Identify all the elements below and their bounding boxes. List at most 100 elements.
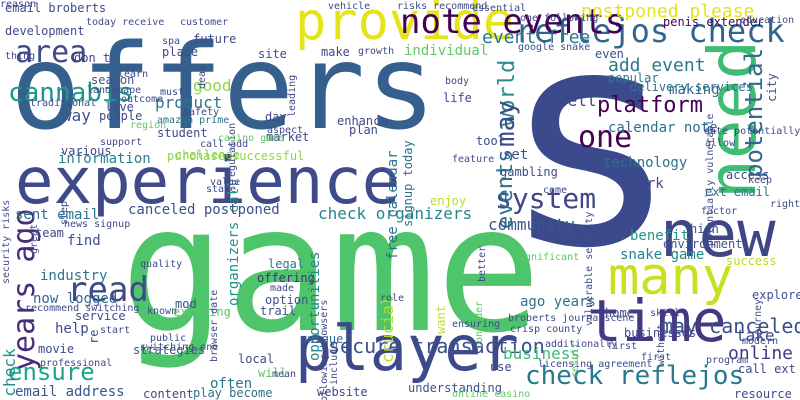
- word-season: season: [91, 73, 135, 87]
- word-note-events: note events: [400, 2, 626, 42]
- word-potential: potential: [740, 47, 768, 178]
- word-purchase-successful: purchase successful: [167, 149, 305, 163]
- word-signup-today: signup today: [401, 140, 415, 227]
- word-additionally: additionally: [545, 339, 618, 350]
- word-vehicle: vehicle: [328, 1, 371, 12]
- word-known: known: [147, 306, 178, 317]
- word-website: website: [317, 385, 368, 399]
- word-include: include: [329, 342, 340, 385]
- word-aspect: aspect: [267, 125, 304, 136]
- word-ago-years: ago years: [520, 294, 596, 310]
- word-body: body: [445, 76, 470, 87]
- word-movie: movie: [38, 342, 75, 356]
- word-great: great: [29, 223, 40, 254]
- word-event-free: event free: [482, 27, 591, 48]
- word-individual: individual: [404, 43, 489, 59]
- word-way: way: [62, 106, 91, 125]
- word-better: better: [477, 245, 488, 282]
- word-ensuring: ensuring: [452, 319, 501, 330]
- word-email-broberts: email broberts: [5, 1, 107, 15]
- word-help: help: [55, 321, 89, 337]
- word-start: start: [100, 325, 131, 336]
- word-deal: deal: [197, 64, 208, 89]
- word-home: home: [605, 306, 634, 320]
- word-development: development: [5, 24, 85, 38]
- word-keep: keep: [748, 175, 773, 186]
- word-s: s: [500, 0, 681, 314]
- word-understanding: understanding: [408, 381, 502, 395]
- word-strategies: strategies: [133, 343, 206, 357]
- word-offers: offers: [10, 18, 437, 156]
- word-success: success: [726, 254, 777, 268]
- word-online-casino: online casino: [452, 389, 531, 400]
- word-team: team: [35, 226, 64, 240]
- word-mod: mod: [175, 297, 197, 311]
- word-broberts-journalscene: broberts journalscene: [508, 313, 635, 324]
- word-value: value: [210, 177, 241, 188]
- word-live: live: [105, 100, 134, 114]
- word-use: use: [490, 360, 512, 374]
- word-cannabis: cannabis: [8, 78, 134, 108]
- word-role: role: [380, 293, 405, 304]
- word-industry: industry: [40, 268, 108, 284]
- word-information: information: [58, 151, 151, 167]
- word-often: often: [210, 376, 253, 392]
- word-professional: professional: [40, 358, 113, 369]
- word-snake-game: snake game: [620, 247, 705, 263]
- word-safety: safety: [183, 107, 220, 118]
- word-right: right: [770, 199, 800, 210]
- word-come: come: [543, 185, 568, 196]
- word-set: set: [503, 147, 529, 163]
- word-traditional: traditional: [30, 98, 97, 109]
- word-crucial: crucial: [378, 295, 397, 363]
- word-amazon-prime: amazon prime: [157, 115, 230, 126]
- word-challenge: challenge: [175, 148, 241, 162]
- word-environment: environment: [663, 237, 743, 251]
- word-time: time: [587, 287, 727, 355]
- word-will: will: [258, 366, 287, 380]
- word-delivery-services: delivery services: [630, 80, 753, 94]
- word-popular: popular: [608, 71, 659, 85]
- word-want: want: [434, 305, 448, 334]
- word-call-ext: call ext: [738, 362, 796, 376]
- word-good: good: [193, 76, 232, 95]
- word-enhance: enhance: [337, 114, 388, 128]
- word-experience: experience: [15, 145, 401, 219]
- word-re: re: [87, 329, 101, 344]
- word-program: program: [706, 355, 749, 366]
- word-news-signup: news signup: [64, 219, 131, 230]
- word-browser-date: browser date: [209, 289, 220, 362]
- word-potentially-vulnerable: potentially vulnerable: [705, 113, 716, 246]
- word-day: day: [265, 110, 287, 124]
- word-regulation: regulation: [227, 122, 238, 183]
- word-one: one: [578, 120, 633, 155]
- word-without: without: [656, 323, 667, 366]
- word-many: many: [608, 247, 734, 307]
- word-resource: resource: [734, 387, 792, 400]
- word-email-address: email address: [15, 384, 125, 400]
- word-player: player: [295, 312, 519, 385]
- word-system: system: [495, 182, 597, 215]
- word-region: region: [130, 120, 167, 131]
- word-secure-transaction: secure transaction: [328, 334, 545, 358]
- word-free-calendar: free calendar: [385, 150, 401, 260]
- word-may-canceled: may canceled: [661, 314, 800, 338]
- word-support: support: [100, 137, 143, 148]
- word-platform: platform: [597, 93, 703, 118]
- word-google-snake: google snake: [518, 42, 591, 53]
- word-technology: technology: [603, 155, 688, 171]
- word-exciting: exciting: [173, 305, 231, 319]
- word-feature: feature: [452, 154, 495, 165]
- word-business: business: [503, 344, 581, 363]
- word-customer: customer: [180, 17, 229, 28]
- word-essential: essential: [472, 3, 527, 14]
- word-legal: legal: [268, 257, 305, 271]
- word-place: place: [162, 45, 199, 59]
- word-various: various: [61, 144, 112, 158]
- word-quality: quality: [140, 259, 183, 270]
- word-public: public: [150, 333, 187, 344]
- word-provide: provide: [295, 0, 515, 52]
- word-businesses: businesses: [624, 326, 697, 340]
- word-landscape: landscape: [87, 85, 142, 96]
- word-significant: significant: [513, 252, 580, 263]
